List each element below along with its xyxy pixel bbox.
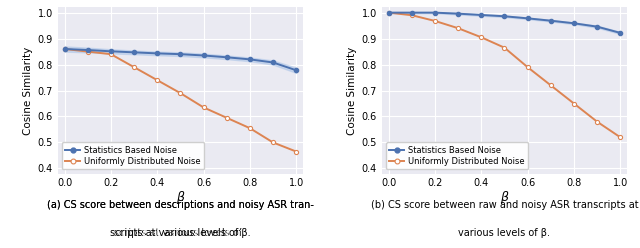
Text: (b) CS score between raw and noisy ASR transcripts at: (b) CS score between raw and noisy ASR t…	[371, 200, 638, 210]
Text: (a) CS score between descriptions and noisy ASR tran-: (a) CS score between descriptions and no…	[47, 200, 314, 210]
Legend: Statistics Based Noise, Uniformly Distributed Noise: Statistics Based Noise, Uniformly Distri…	[62, 142, 204, 169]
Text: various levels of β.: various levels of β.	[458, 228, 550, 238]
Y-axis label: Cosine Similarity: Cosine Similarity	[348, 46, 357, 135]
Legend: Statistics Based Noise, Uniformly Distributed Noise: Statistics Based Noise, Uniformly Distri…	[386, 142, 528, 169]
X-axis label: β: β	[177, 191, 184, 204]
Text: scripts at various levels of: scripts at various levels of	[114, 228, 245, 238]
Y-axis label: Cosine Similarity: Cosine Similarity	[23, 46, 33, 135]
Text: scripts at various levels of: scripts at various levels of	[115, 228, 246, 238]
Text: scripts at various levels of β.: scripts at various levels of β.	[110, 228, 251, 238]
Text: (a) CS score between descriptions and noisy ASR tran-: (a) CS score between descriptions and no…	[47, 200, 314, 210]
X-axis label: β: β	[500, 191, 508, 204]
